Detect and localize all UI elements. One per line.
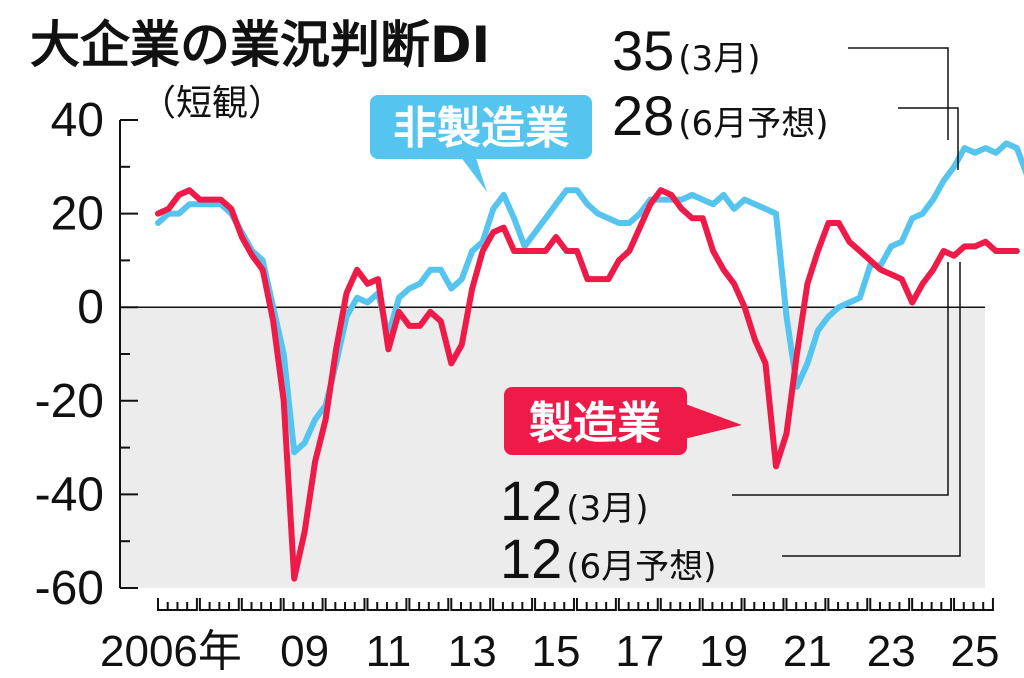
y-tick-label: -20 [35,375,104,428]
non-manufacturing-tag-label: 非製造業 [393,103,569,154]
mfg-march-callout: 12 (3月) [500,469,648,532]
non-mfg-march-leader-line [848,47,949,140]
x-year-tick [575,598,617,611]
chart-title: 大企業の業況判断DI [30,16,490,74]
y-tick-marks [120,119,138,589]
non-mfg-march-value: 35 [612,19,674,82]
x-tick-labels: 2006年 09 11 13 15 17 19 21 23 25 [100,627,999,676]
x-year-tick [534,598,575,611]
x-tick-label: 23 [867,627,916,676]
non-mfg-june-value: 28 [612,84,674,147]
mfg-march-value: 12 [500,469,562,532]
non-manufacturing-tag-box [370,95,592,159]
y-tick-label: -40 [35,468,104,521]
mfg-june-callout: 12 (6月予想) [500,527,716,590]
x-tick-label: 25 [951,627,1000,676]
x-year-tick [198,598,240,611]
x-year-tick [701,598,743,611]
x-year-tick [953,598,994,611]
manufacturing-tag-label: 製造業 [529,398,661,449]
x-year-tick [827,598,869,611]
y-tick-label: 0 [77,281,104,334]
mfg-march-label: (3月) [566,489,648,529]
mfg-june-label: (6月予想) [566,547,716,587]
x-year-tick [911,598,953,611]
x-year-tick [785,598,827,611]
x-year-tick [869,598,911,611]
x-year-tick [617,598,659,611]
non-mfg-june-label: (6月予想) [678,104,828,144]
mfg-june-value: 12 [500,527,562,590]
x-tick-label: 19 [699,627,748,676]
x-tick-label: 13 [448,627,497,676]
x-year-tick [157,598,198,611]
x-year-tick [408,598,450,611]
x-year-tick [492,598,534,611]
y-tick-label: 40 [51,94,104,147]
y-tick-label: 20 [51,188,104,241]
non-mfg-june-callout: 28 (6月予想) [612,84,828,147]
unit-label: （短観） [140,83,284,124]
manufacturing-tag-pointer [680,402,742,440]
x-tick-label: 2006年 [100,627,242,676]
x-tick-label: 21 [783,627,832,676]
x-tick-marks [157,598,994,611]
mfg-march-leader-line [732,262,949,496]
non-mfg-march-callout: 35 (3月) [612,19,760,82]
x-year-tick [743,598,785,611]
non-mfg-june-leader-line [898,107,959,170]
x-year-tick [450,598,492,611]
x-tick-label: 17 [615,627,664,676]
manufacturing-tag-box [504,387,687,455]
series-lines [155,140,1024,582]
series-line-1 [155,187,1020,582]
x-year-tick [282,598,324,611]
x-year-tick [659,598,701,611]
x-tick-label: 11 [366,627,412,676]
x-year-tick [240,598,282,611]
x-year-tick [366,598,408,611]
x-tick-label: 09 [280,627,329,676]
x-tick-label: 15 [532,627,581,676]
non-mfg-march-label: (3月) [678,39,760,79]
y-tick-label: -60 [35,562,104,615]
x-year-tick [324,598,366,611]
mfg-june-leader-line [782,262,961,557]
y-tick-labels: 40 20 0 -20 -40 -60 [35,94,104,615]
series-line-0 [155,140,1024,456]
